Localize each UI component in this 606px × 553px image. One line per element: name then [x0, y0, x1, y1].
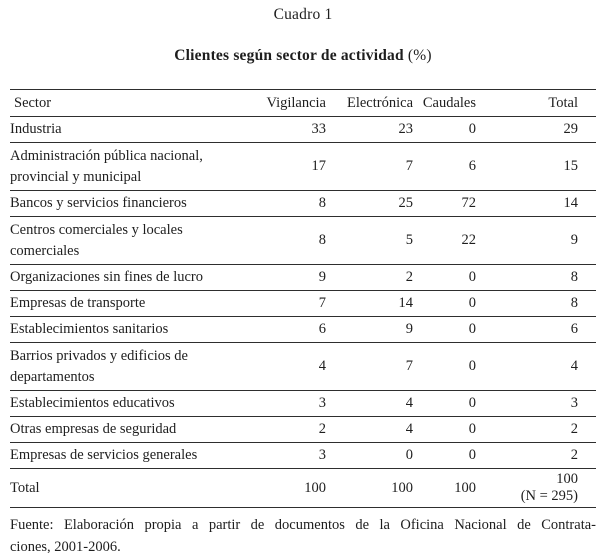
total-sample-size: (N = 295): [520, 488, 578, 504]
caudales-cell: 100: [413, 468, 476, 508]
electronica-cell: 2: [326, 264, 413, 291]
source-note: Fuente: Elaboración propia a partir de d…: [10, 514, 596, 553]
table-row: Centros comerciales y locales comerciale…: [10, 216, 596, 265]
sector-cell: Industria: [10, 116, 250, 143]
electronica-cell: 4: [326, 390, 413, 417]
electronica-cell: 23: [326, 116, 413, 143]
electronica-cell: 9: [326, 316, 413, 343]
vigilancia-cell: 2: [250, 416, 326, 443]
table-row: Establecimientos educativos 3 4 0 3: [10, 390, 596, 417]
total-cell: 6: [476, 316, 596, 343]
total-cell: 29: [476, 116, 596, 143]
vigilancia-cell: 33: [250, 116, 326, 143]
caudales-cell: 0: [413, 442, 476, 469]
table-title-unit: (%): [403, 47, 432, 64]
table-container: Sector Vigilancia Electrónica Caudales T…: [10, 89, 596, 553]
source-note-line1: Fuente: Elaboración propia a partir de d…: [10, 517, 596, 533]
vigilancia-cell: 6: [250, 316, 326, 343]
table-row: Organizaciones sin fines de lucro 9 2 0 …: [10, 264, 596, 291]
total-value: 100: [556, 471, 578, 487]
total-cell: 2: [476, 416, 596, 443]
total-cell: 9: [476, 216, 596, 265]
vigilancia-cell: 9: [250, 264, 326, 291]
caudales-cell: 6: [413, 142, 476, 191]
table-title: Clientes según sector de actividad (%): [0, 47, 606, 65]
sector-cell: Total: [10, 468, 250, 508]
table-row: Empresas de transporte 7 14 0 8: [10, 290, 596, 317]
sector-cell: Otras empresas de seguridad: [10, 416, 250, 443]
col-header-total: Total: [476, 89, 596, 117]
total-cell: 2: [476, 442, 596, 469]
total-row: Total 100 100 100 100 (N = 295): [10, 468, 596, 508]
electronica-cell: 100: [326, 468, 413, 508]
table-title-text: Clientes según sector de actividad: [174, 47, 404, 64]
sector-cell: Empresas de servicios generales: [10, 442, 250, 469]
total-cell: 8: [476, 290, 596, 317]
electronica-cell: 7: [326, 342, 413, 391]
vigilancia-cell: 8: [250, 216, 326, 265]
table-row: Administración pública nacional, provinc…: [10, 142, 596, 191]
electronica-cell: 7: [326, 142, 413, 191]
table-row: Empresas de servicios generales 3 0 0 2: [10, 442, 596, 469]
table-row: Barrios privados y edificios de departam…: [10, 342, 596, 391]
table-row: Establecimientos sanitarios 6 9 0 6: [10, 316, 596, 343]
col-header-electronica: Electrónica: [326, 89, 413, 117]
caudales-cell: 0: [413, 316, 476, 343]
vigilancia-cell: 100: [250, 468, 326, 508]
col-header-vigilancia: Vigilancia: [250, 89, 326, 117]
table-row: Bancos y servicios financieros 8 25 72 1…: [10, 190, 596, 217]
electronica-cell: 14: [326, 290, 413, 317]
clients-by-sector-table: Sector Vigilancia Electrónica Caudales T…: [10, 89, 596, 508]
electronica-cell: 0: [326, 442, 413, 469]
sector-cell: Establecimientos sanitarios: [10, 316, 250, 343]
sector-cell: Establecimientos educativos: [10, 390, 250, 417]
sector-cell: Centros comerciales y locales comerciale…: [10, 216, 250, 265]
caudales-cell: 0: [413, 342, 476, 391]
electronica-cell: 25: [326, 190, 413, 217]
caudales-cell: 0: [413, 416, 476, 443]
total-cell: 15: [476, 142, 596, 191]
sector-cell: Administración pública nacional, provinc…: [10, 142, 250, 191]
total-cell: 100 (N = 295): [476, 468, 596, 508]
vigilancia-cell: 3: [250, 442, 326, 469]
header-row: Sector Vigilancia Electrónica Caudales T…: [10, 89, 596, 117]
caudales-cell: 0: [413, 116, 476, 143]
source-note-line2: ciones, 2001-2006.: [10, 539, 121, 553]
total-cell: 8: [476, 264, 596, 291]
electronica-cell: 4: [326, 416, 413, 443]
vigilancia-cell: 17: [250, 142, 326, 191]
vigilancia-cell: 3: [250, 390, 326, 417]
total-cell: 14: [476, 190, 596, 217]
sector-cell: Empresas de transporte: [10, 290, 250, 317]
total-cell: 3: [476, 390, 596, 417]
col-header-sector: Sector: [10, 89, 250, 117]
table-row: Otras empresas de seguridad 2 4 0 2: [10, 416, 596, 443]
sector-cell: Organizaciones sin fines de lucro: [10, 264, 250, 291]
electronica-cell: 5: [326, 216, 413, 265]
vigilancia-cell: 4: [250, 342, 326, 391]
table-number: Cuadro 1: [273, 6, 333, 23]
sector-cell: Bancos y servicios financieros: [10, 190, 250, 217]
caudales-cell: 22: [413, 216, 476, 265]
vigilancia-cell: 8: [250, 190, 326, 217]
caudales-cell: 72: [413, 190, 476, 217]
caudales-cell: 0: [413, 264, 476, 291]
col-header-caudales: Caudales: [413, 89, 476, 117]
sector-cell: Barrios privados y edificios de departam…: [10, 342, 250, 391]
caudales-cell: 0: [413, 290, 476, 317]
vigilancia-cell: 7: [250, 290, 326, 317]
caudales-cell: 0: [413, 390, 476, 417]
table-row: Industria 33 23 0 29: [10, 116, 596, 143]
total-cell: 4: [476, 342, 596, 391]
